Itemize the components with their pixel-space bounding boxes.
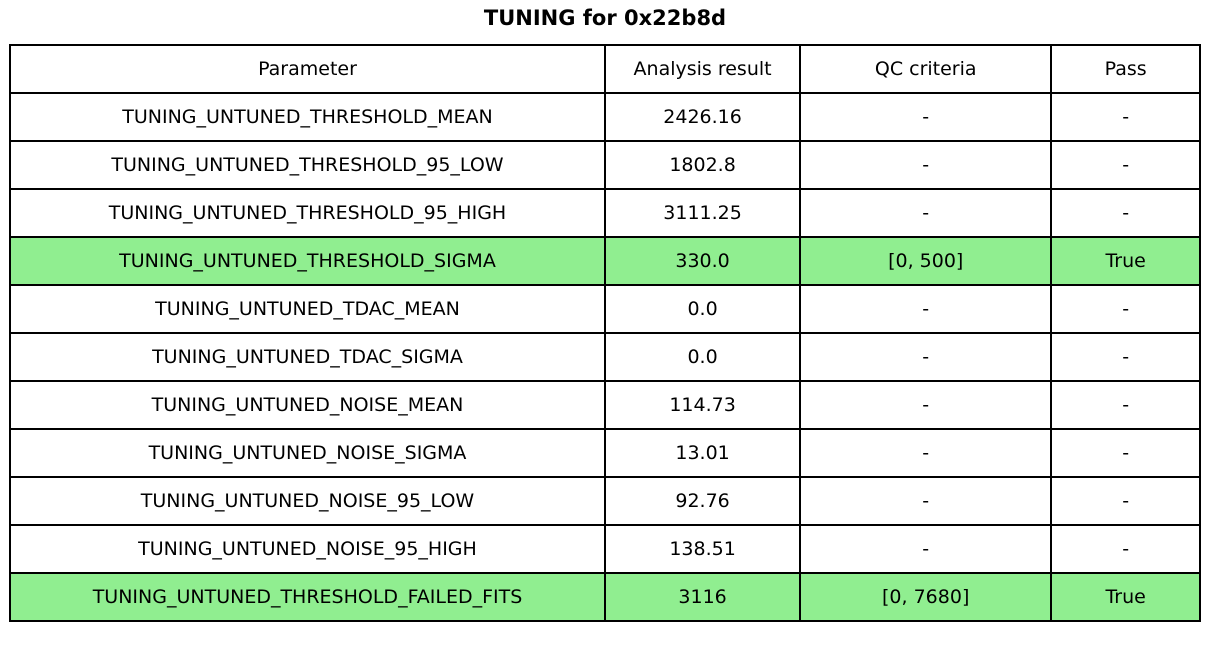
- cell-parameter: TUNING_UNTUNED_THRESHOLD_FAILED_FITS: [9, 572, 606, 622]
- table-row: TUNING_UNTUNED_NOISE_95_HIGH 138.51- -: [9, 524, 1201, 574]
- cell-analysis-result: 1802.8: [603, 140, 802, 190]
- cell-qc-criteria: -: [799, 92, 1053, 142]
- column-header-analysis-result: Analysis result: [603, 44, 802, 94]
- cell-analysis-result: 0.0: [603, 284, 802, 334]
- cell-parameter: TUNING_UNTUNED_NOISE_SIGMA: [9, 428, 606, 478]
- table-row: TUNING_UNTUNED_THRESHOLD_95_LOW 1802.8- -: [9, 140, 1201, 190]
- cell-qc-criteria: -: [799, 332, 1053, 382]
- page-title: TUNING for 0x22b8d: [483, 6, 727, 30]
- cell-qc-criteria: [0, 500]: [799, 236, 1053, 286]
- cell-qc-criteria: -: [799, 380, 1053, 430]
- cell-parameter: TUNING_UNTUNED_THRESHOLD_MEAN: [9, 92, 606, 142]
- cell-pass: -: [1050, 428, 1201, 478]
- cell-parameter: TUNING_UNTUNED_TDAC_MEAN: [9, 284, 606, 334]
- table-row: TUNING_UNTUNED_THRESHOLD_95_HIGH 3111.25-…: [9, 188, 1201, 238]
- cell-parameter: TUNING_UNTUNED_THRESHOLD_95_LOW: [9, 140, 606, 190]
- cell-analysis-result: 3111.25: [603, 188, 802, 238]
- cell-analysis-result: 3116: [603, 572, 802, 622]
- cell-qc-criteria: [0, 7680]: [799, 572, 1053, 622]
- table-row: TUNING_UNTUNED_NOISE_95_LOW 92.76- -: [9, 476, 1201, 526]
- cell-pass: True: [1050, 236, 1201, 286]
- table-row: TUNING_UNTUNED_NOISE_SIGMA 13.01- -: [9, 428, 1201, 478]
- cell-parameter: TUNING_UNTUNED_THRESHOLD_95_HIGH: [9, 188, 606, 238]
- cell-analysis-result: 2426.16: [603, 92, 802, 142]
- cell-pass: -: [1050, 140, 1201, 190]
- cell-pass: -: [1050, 92, 1201, 142]
- cell-analysis-result: 0.0: [603, 332, 802, 382]
- cell-analysis-result: 114.73: [603, 380, 802, 430]
- cell-parameter: TUNING_UNTUNED_NOISE_95_LOW: [9, 476, 606, 526]
- cell-pass: -: [1050, 524, 1201, 574]
- cell-qc-criteria: -: [799, 524, 1053, 574]
- cell-pass: -: [1050, 332, 1201, 382]
- table-header-row: Parameter Analysis result QC criteria Pa…: [9, 44, 1201, 94]
- cell-pass: True: [1050, 572, 1201, 622]
- cell-analysis-result: 92.76: [603, 476, 802, 526]
- cell-analysis-result: 330.0: [603, 236, 802, 286]
- table-row: TUNING_UNTUNED_NOISE_MEAN 114.73- -: [9, 380, 1201, 430]
- table-row: TUNING_UNTUNED_THRESHOLD_FAILED_FITS 3116…: [9, 572, 1201, 622]
- column-header-parameter: Parameter: [9, 44, 606, 94]
- column-header-qc-criteria: QC criteria: [799, 44, 1053, 94]
- column-header-pass: Pass: [1050, 44, 1201, 94]
- cell-parameter: TUNING_UNTUNED_NOISE_MEAN: [9, 380, 606, 430]
- cell-parameter: TUNING_UNTUNED_TDAC_SIGMA: [9, 332, 606, 382]
- cell-qc-criteria: -: [799, 428, 1053, 478]
- cell-analysis-result: 138.51: [603, 524, 802, 574]
- cell-qc-criteria: -: [799, 284, 1053, 334]
- table-row: TUNING_UNTUNED_TDAC_SIGMA 0.0- -: [9, 332, 1201, 382]
- cell-pass: -: [1050, 380, 1201, 430]
- cell-pass: -: [1050, 476, 1201, 526]
- cell-analysis-result: 13.01: [603, 428, 802, 478]
- cell-pass: -: [1050, 188, 1201, 238]
- cell-parameter: TUNING_UNTUNED_THRESHOLD_SIGMA: [9, 236, 606, 286]
- qc-results-table: Parameter Analysis result QC criteria Pa…: [9, 44, 1201, 622]
- cell-parameter: TUNING_UNTUNED_NOISE_95_HIGH: [9, 524, 606, 574]
- cell-pass: -: [1050, 284, 1201, 334]
- table-row: TUNING_UNTUNED_THRESHOLD_MEAN 2426.16- -: [9, 92, 1201, 142]
- cell-qc-criteria: -: [799, 188, 1053, 238]
- table-row: TUNING_UNTUNED_THRESHOLD_SIGMA 330.0 [0, 5…: [9, 236, 1201, 286]
- cell-qc-criteria: -: [799, 476, 1053, 526]
- cell-qc-criteria: -: [799, 140, 1053, 190]
- table-row: TUNING_UNTUNED_TDAC_MEAN 0.0- -: [9, 284, 1201, 334]
